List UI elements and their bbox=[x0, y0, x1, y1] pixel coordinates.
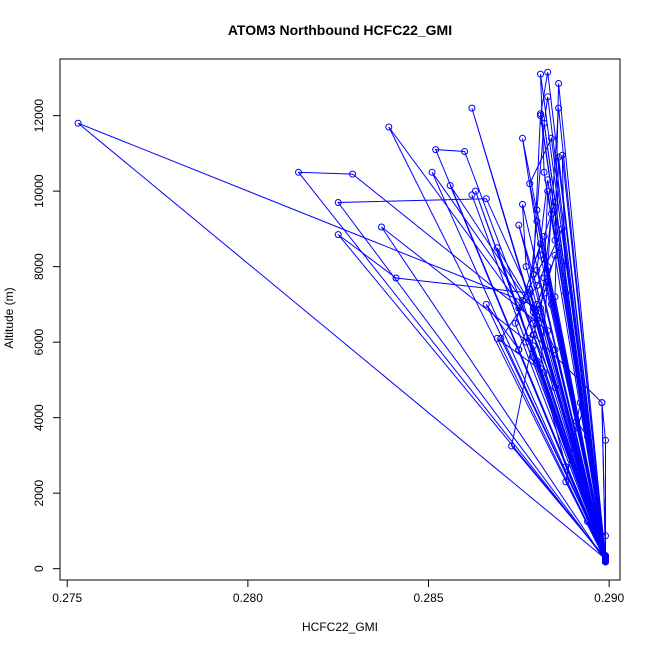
data-point bbox=[551, 346, 559, 354]
data-point bbox=[537, 304, 544, 312]
data-point bbox=[334, 231, 342, 239]
data-point bbox=[544, 68, 552, 76]
data-point bbox=[555, 80, 563, 87]
data-point bbox=[540, 368, 548, 376]
data-point bbox=[349, 170, 357, 178]
series-line-33 bbox=[471, 194, 606, 560]
data-point bbox=[602, 556, 609, 564]
x-tick-label: 0.275 bbox=[52, 591, 82, 605]
data-point bbox=[428, 168, 436, 176]
series-line-31 bbox=[431, 172, 606, 561]
data-point bbox=[537, 110, 544, 118]
x-tick-label: 0.290 bbox=[594, 591, 624, 605]
data-point bbox=[519, 134, 526, 142]
data-point bbox=[295, 168, 302, 176]
data-point bbox=[74, 119, 82, 127]
data-point bbox=[468, 104, 476, 112]
y-axis-label: Altitude (m) bbox=[2, 287, 16, 348]
data-point bbox=[468, 191, 476, 199]
series-line-43 bbox=[576, 421, 606, 562]
data-point bbox=[602, 532, 609, 540]
y-tick-label: 6000 bbox=[32, 328, 46, 355]
data-point bbox=[511, 319, 519, 327]
data-point bbox=[515, 221, 523, 229]
data-point bbox=[562, 478, 570, 486]
data-point bbox=[482, 195, 490, 203]
series-line-45 bbox=[565, 402, 606, 560]
series-line-26 bbox=[529, 136, 606, 561]
data-point bbox=[515, 346, 523, 354]
series-line-46 bbox=[587, 521, 606, 561]
series-line-34 bbox=[475, 190, 606, 562]
data-point bbox=[547, 134, 555, 142]
data-point bbox=[385, 123, 393, 131]
data-point bbox=[446, 182, 454, 189]
series-line-29 bbox=[388, 126, 606, 561]
data-point bbox=[537, 251, 544, 259]
data-point bbox=[493, 334, 501, 342]
data-point bbox=[529, 270, 537, 278]
series-line-28 bbox=[471, 107, 606, 561]
y-tick-label: 10000 bbox=[32, 174, 46, 208]
plot-frame bbox=[59, 58, 621, 581]
series-line-39 bbox=[77, 122, 606, 560]
series-line-44 bbox=[601, 402, 606, 562]
data-point bbox=[529, 308, 537, 316]
data-point bbox=[529, 342, 537, 350]
y-tick-label: 4000 bbox=[32, 404, 46, 431]
data-point bbox=[544, 176, 552, 184]
series-line-36 bbox=[337, 198, 606, 561]
data-point bbox=[508, 442, 516, 450]
data-point bbox=[555, 104, 563, 112]
data-point bbox=[519, 200, 526, 208]
data-point bbox=[540, 168, 548, 176]
data-point bbox=[529, 331, 537, 339]
x-tick-label: 0.285 bbox=[414, 591, 444, 605]
data-point bbox=[519, 297, 526, 305]
series-line-16 bbox=[522, 204, 606, 561]
data-point bbox=[540, 119, 548, 127]
data-point bbox=[334, 199, 342, 206]
series-line-37 bbox=[337, 234, 606, 561]
data-point bbox=[537, 70, 544, 78]
series-line-27 bbox=[522, 138, 606, 562]
series-line-38 bbox=[381, 226, 606, 562]
data-point bbox=[584, 433, 591, 440]
data-point bbox=[602, 436, 609, 444]
y-tick-label: 8000 bbox=[32, 253, 46, 280]
y-tick-label: 12000 bbox=[32, 99, 46, 133]
data-point bbox=[544, 93, 552, 101]
series-layer bbox=[74, 68, 609, 566]
y-tick-label: 0 bbox=[32, 565, 46, 572]
data-point bbox=[576, 399, 584, 407]
series-line-35 bbox=[297, 171, 606, 560]
series-line-5 bbox=[529, 255, 606, 561]
series-line-40 bbox=[485, 304, 606, 561]
chart-title: ATOM3 Northbound HCFC22_GMI bbox=[228, 22, 452, 38]
data-point bbox=[432, 146, 440, 154]
data-point bbox=[598, 399, 606, 407]
data-point bbox=[461, 148, 469, 155]
series-line-41 bbox=[496, 337, 606, 561]
x-tick-label: 0.280 bbox=[233, 591, 263, 605]
data-point bbox=[378, 223, 385, 231]
data-point bbox=[482, 300, 490, 308]
data-point bbox=[472, 187, 479, 195]
x-axis-label: HCFC22_GMI bbox=[302, 620, 378, 634]
data-point bbox=[526, 289, 534, 297]
data-point bbox=[584, 518, 591, 525]
data-point bbox=[392, 274, 400, 282]
y-tick-label: 2000 bbox=[32, 479, 46, 506]
